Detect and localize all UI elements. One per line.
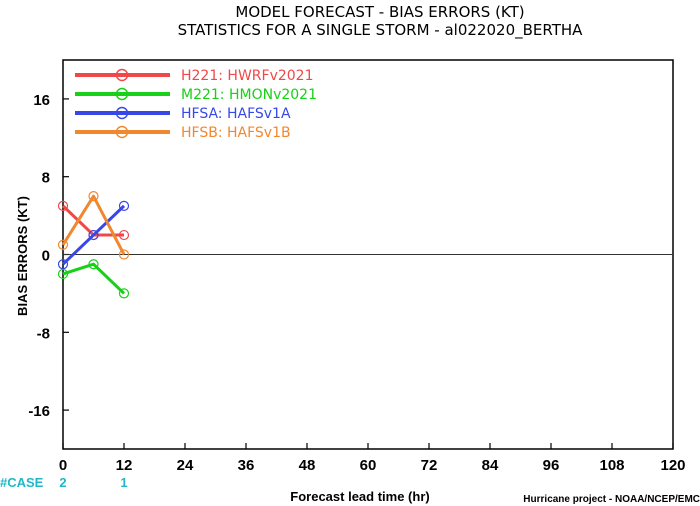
case-count: 2 <box>59 475 66 490</box>
series-layer <box>57 191 130 299</box>
y-tick-label: -8 <box>37 325 50 342</box>
series-1 <box>57 259 130 299</box>
legend-entry: HFSB: HAFSv1B <box>75 125 291 141</box>
y-axis: 16 8 0 -8 -16 <box>28 92 69 420</box>
series-line <box>61 194 126 256</box>
series-2 <box>57 200 130 270</box>
x-tick-label: 60 <box>360 457 377 474</box>
credit-text: Hurricane project - NOAA/NCEP/EMC <box>523 494 700 505</box>
data-point <box>88 191 99 202</box>
legend: H221: HWRFv2021 M221: HMONv2021 HFSA: HAFS… <box>75 68 317 141</box>
series-3 <box>57 191 130 260</box>
y-tick-label: 8 <box>42 170 50 187</box>
data-point <box>118 288 130 299</box>
legend-entry: M221: HMONv2021 <box>75 87 317 103</box>
legend-label: HFSA: HAFSv1A <box>181 106 291 122</box>
chart-title: MODEL FORECAST - BIAS ERRORS (KT) <box>235 3 524 21</box>
legend-marker <box>115 106 129 120</box>
x-tick-label: 24 <box>177 457 194 474</box>
series-line <box>62 262 126 295</box>
data-point <box>88 229 99 241</box>
case-count: 1 <box>120 475 127 490</box>
data-point <box>57 268 69 280</box>
data-point <box>57 200 69 211</box>
x-tick-label: 96 <box>543 457 560 474</box>
x-tick-label: 84 <box>482 457 499 474</box>
series-line <box>61 204 126 266</box>
x-tick-label: 108 <box>599 457 624 474</box>
y-axis-label: BIAS ERRORS (KT) <box>15 196 30 316</box>
y-tick-label: 16 <box>33 92 50 109</box>
y-tick-label: -16 <box>28 403 50 420</box>
x-tick-label: 48 <box>299 457 316 474</box>
case-label: #CASE <box>0 475 44 490</box>
data-point <box>118 229 130 241</box>
x-tick-label: 12 <box>116 457 133 474</box>
x-axis: 0 12 24 36 48 60 72 84 96 108 120 <box>59 443 686 474</box>
x-axis-label: Forecast lead time (hr) <box>290 489 429 504</box>
data-point <box>57 259 69 270</box>
legend-marker <box>115 68 129 82</box>
legend-label: M221: HMONv2021 <box>181 87 317 103</box>
data-point <box>118 200 130 211</box>
legend-label: HFSB: HAFSv1B <box>181 125 291 141</box>
y-tick-label: 0 <box>42 248 50 265</box>
legend-label: H221: HWRFv2021 <box>181 68 313 84</box>
legend-marker <box>115 87 129 101</box>
x-tick-label: 120 <box>660 457 685 474</box>
legend-entry: H221: HWRFv2021 <box>75 68 313 84</box>
data-point <box>57 239 69 250</box>
chart-subtitle: STATISTICS FOR A SINGLE STORM - al022020… <box>178 21 584 40</box>
legend-entry: HFSA: HAFSv1A <box>75 106 291 122</box>
data-point <box>118 249 130 260</box>
data-point <box>88 259 99 270</box>
x-tick-label: 36 <box>238 457 255 474</box>
x-tick-label: 72 <box>421 457 438 474</box>
legend-marker <box>115 125 129 139</box>
x-tick-label: 0 <box>59 457 67 474</box>
